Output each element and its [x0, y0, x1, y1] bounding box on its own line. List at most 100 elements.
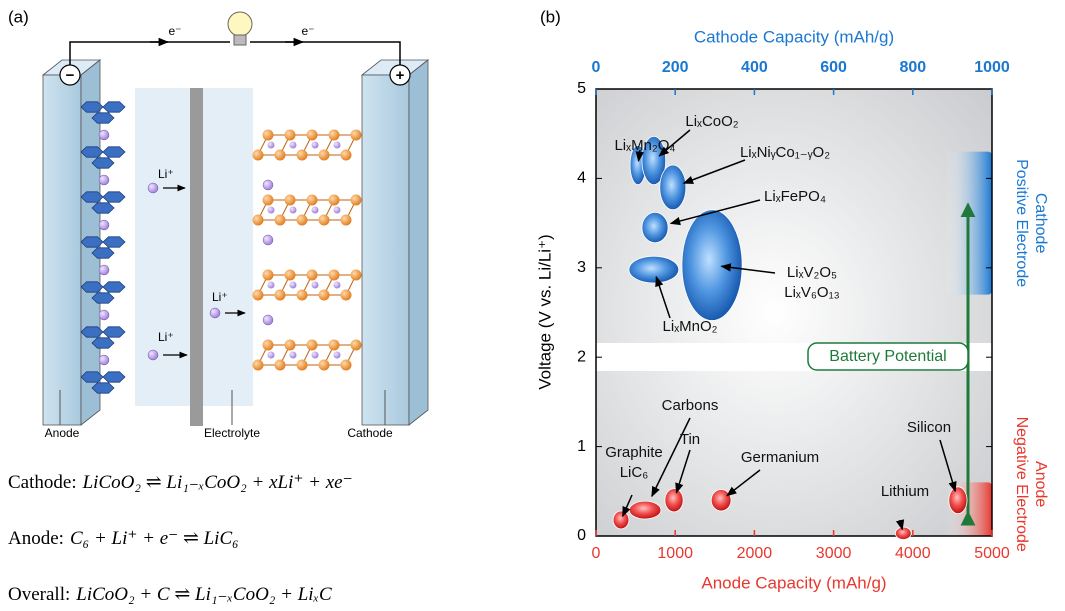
oxygen-atom	[307, 270, 318, 281]
material-label: LiₓCoO₂	[685, 113, 738, 130]
material-label: Carbons	[662, 397, 719, 414]
equations: Cathode:LiCoO₂ ⇌ Li₁₋ₓCoO₂ + xLi⁺ + xe⁻ A…	[8, 472, 353, 605]
anode-front	[43, 75, 81, 425]
part-label: Anode	[45, 426, 80, 440]
graphene-hexagon	[103, 147, 125, 157]
y-tick-label: 5	[577, 80, 586, 97]
oxygen-atom	[319, 150, 330, 161]
oxygen-atom	[351, 130, 362, 141]
graphene-hexagon	[92, 158, 114, 168]
lithium-ion	[290, 352, 297, 359]
oxygen-atom	[307, 195, 318, 206]
graphene-hexagon	[103, 372, 125, 382]
oxygen-atom	[329, 270, 340, 281]
oxygen-atom	[263, 340, 274, 351]
oxygen-atom	[253, 290, 264, 301]
x-top-tick-label: 1000	[974, 59, 1010, 76]
lithium-ion	[268, 352, 275, 359]
chart: (b)CathodePositive ElectrodeAnodeNegativ…	[535, 7, 1048, 592]
material-region	[895, 527, 911, 540]
x-top-tick-label: 200	[662, 59, 689, 76]
graphene-hexagon	[103, 282, 125, 292]
oxygen-atom	[297, 215, 308, 226]
y-tick-label: 2	[577, 348, 586, 365]
oxygen-atom	[263, 195, 274, 206]
panel-label: (b)	[540, 7, 561, 26]
material-label: Lithium	[881, 483, 929, 500]
oxygen-atom	[253, 360, 264, 371]
lithium-ion	[148, 350, 158, 360]
oxygen-atom	[341, 360, 352, 371]
lithium-ion	[334, 352, 341, 359]
electrode-sublabel: Positive Electrode	[1013, 159, 1030, 287]
equation: Anode:C₆ + Li⁺ + e⁻ ⇌ LiC₆	[8, 528, 239, 549]
cathode-front	[362, 75, 409, 425]
graphene-hexagon	[103, 327, 125, 337]
lithium-ion	[99, 220, 109, 230]
x-bottom-tick-label: 0	[592, 545, 601, 562]
material-label: LiₓNiᵧCo₁₋ᵧO₂	[740, 144, 830, 161]
x-bottom-tick-label: 1000	[657, 545, 693, 562]
graphene-hexagon	[81, 147, 103, 157]
oxygen-atom	[285, 270, 296, 281]
oxygen-atom	[263, 130, 274, 141]
graphene-hexagon	[92, 338, 114, 348]
ion-label: Li⁺	[158, 330, 174, 344]
oxygen-atom	[275, 150, 286, 161]
panel-label: (a)	[8, 7, 29, 26]
oxygen-atom	[341, 215, 352, 226]
x-bottom-tick-label: 2000	[737, 545, 773, 562]
oxygen-atom	[341, 150, 352, 161]
graphene-hexagon	[92, 293, 114, 303]
material-label: Graphite	[605, 444, 663, 461]
graphene-hexagon	[81, 282, 103, 292]
lithium-ion	[210, 308, 220, 318]
y-tick-label: 1	[577, 438, 586, 455]
oxygen-atom	[275, 360, 286, 371]
bulb-base	[234, 35, 246, 45]
oxygen-atom	[319, 360, 330, 371]
material-label: Tin	[680, 431, 700, 448]
oxygen-atom	[341, 290, 352, 301]
oxygen-atom	[263, 270, 274, 281]
graphene-hexagon	[81, 237, 103, 247]
material-label: LiₓMnO₂	[663, 318, 718, 335]
battery-potential-label: Battery Potential	[829, 348, 946, 365]
equation-formula: LiCoO₂ ⇌ Li₁₋ₓCoO₂ + xLi⁺ + xe⁻	[82, 472, 353, 493]
material-region	[642, 212, 668, 242]
material-region	[682, 210, 742, 321]
lithium-ion	[312, 352, 319, 359]
material-label: LiₓV₂O₅	[787, 264, 837, 281]
electron-label: e⁻	[301, 24, 314, 38]
material-region	[629, 501, 661, 519]
lithium-ion	[312, 207, 319, 214]
lithium-ion	[312, 142, 319, 149]
graphene-hexagon	[81, 102, 103, 112]
equation: Overall:LiCoO₂ + C ⇌ Li₁₋ₓCoO₂ + LiₓC	[8, 584, 332, 605]
oxygen-atom	[297, 290, 308, 301]
oxygen-atom	[285, 130, 296, 141]
x-top-tick-label: 400	[741, 59, 768, 76]
material-region	[629, 256, 679, 283]
graphene-hexagon	[92, 383, 114, 393]
x-bottom-tick-label: 3000	[816, 545, 852, 562]
oxygen-atom	[297, 360, 308, 371]
terminal-label: −	[66, 67, 75, 84]
equation-label: Cathode:	[8, 472, 77, 493]
lithium-ion	[99, 355, 109, 365]
material-label: LiₓFePO₄	[764, 188, 826, 205]
graphene-hexagon	[92, 203, 114, 213]
oxygen-atom	[285, 340, 296, 351]
y-axis-title: Voltage (V vs. Li/Li⁺)	[535, 234, 554, 389]
material-region	[665, 489, 683, 512]
equation-formula: LiCoO₂ + C ⇌ Li₁₋ₓCoO₂ + LiₓC	[75, 584, 332, 605]
ion-label: Li⁺	[212, 290, 228, 304]
graphene-hexagon	[92, 113, 114, 123]
x-bottom-tick-label: 4000	[895, 545, 931, 562]
lithium-ion	[334, 207, 341, 214]
oxygen-atom	[253, 215, 264, 226]
oxygen-atom	[351, 270, 362, 281]
graphene-hexagon	[81, 327, 103, 337]
cell-diagram	[43, 12, 428, 426]
y-tick-label: 3	[577, 259, 586, 276]
